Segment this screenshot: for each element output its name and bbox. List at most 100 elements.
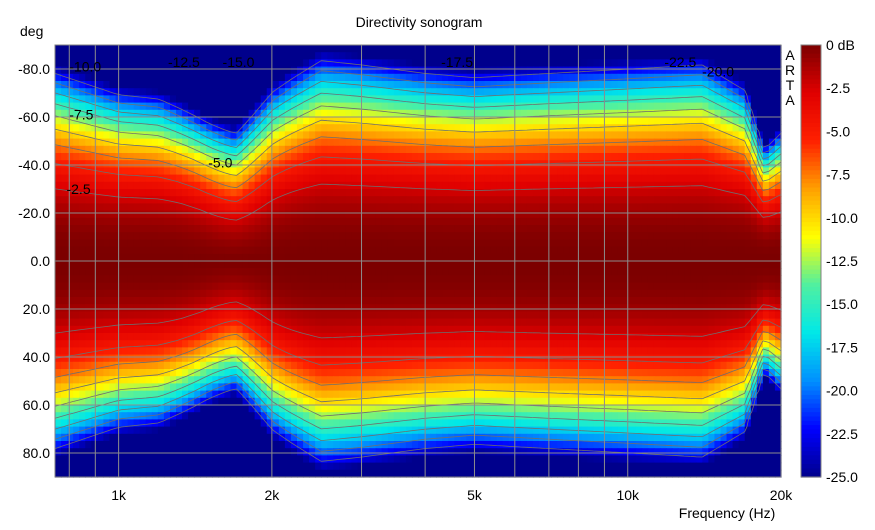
heatmap-cell xyxy=(67,246,74,255)
heatmap-cell xyxy=(514,131,522,140)
heatmap-cell xyxy=(768,153,776,161)
heatmap-cell xyxy=(381,59,389,68)
heatmap-cell xyxy=(139,95,147,104)
heatmap-cell xyxy=(756,66,764,75)
heatmap-cell xyxy=(684,59,691,68)
heatmap-cell xyxy=(254,95,262,104)
heatmap-cell xyxy=(587,239,595,248)
heatmap-cell xyxy=(254,268,262,276)
heatmap-cell xyxy=(454,167,461,176)
heatmap-cell xyxy=(514,268,522,276)
heatmap-cell xyxy=(684,311,691,320)
heatmap-cell xyxy=(97,297,104,305)
heatmap-cell xyxy=(91,203,98,212)
heatmap-cell xyxy=(266,246,274,255)
heatmap-cell xyxy=(163,109,171,118)
heatmap-cell xyxy=(230,181,238,190)
heatmap-cell xyxy=(714,131,722,140)
heatmap-cell xyxy=(284,160,292,168)
heatmap-cell xyxy=(514,88,522,96)
heatmap-cell xyxy=(502,145,510,154)
heatmap-cell xyxy=(188,304,195,312)
heatmap-cell xyxy=(290,174,298,183)
heatmap-cell xyxy=(145,138,153,147)
heatmap-cell xyxy=(79,246,86,255)
heatmap-cell xyxy=(309,239,316,248)
heatmap-cell xyxy=(357,232,365,240)
heatmap-cell xyxy=(539,131,546,140)
heatmap-cell xyxy=(430,81,437,89)
heatmap-cell xyxy=(290,102,298,111)
heatmap-cell xyxy=(490,239,498,248)
heatmap-cell xyxy=(424,73,431,82)
heatmap-cell xyxy=(569,261,576,269)
heatmap-cell xyxy=(708,124,716,132)
heatmap-cell xyxy=(418,196,425,204)
heatmap-cell xyxy=(502,239,510,248)
heatmap-cell xyxy=(333,217,340,226)
heatmap-cell xyxy=(212,102,219,111)
heatmap-cell xyxy=(750,282,758,291)
heatmap-cell xyxy=(272,81,280,89)
heatmap-cell xyxy=(194,232,201,240)
heatmap-cell xyxy=(133,145,141,154)
heatmap-cell xyxy=(762,203,770,212)
heatmap-cell xyxy=(242,52,250,60)
heatmap-cell xyxy=(774,253,782,262)
heatmap-cell xyxy=(357,268,365,276)
heatmap-cell xyxy=(236,333,244,341)
heatmap-cell xyxy=(79,117,86,125)
heatmap-cell xyxy=(454,73,461,82)
heatmap-cell xyxy=(236,275,244,284)
heatmap-cell xyxy=(672,174,679,183)
heatmap-cell xyxy=(593,124,601,132)
heatmap-cell xyxy=(484,145,492,154)
heatmap-cell xyxy=(635,145,643,154)
heatmap-cell xyxy=(393,311,401,320)
heatmap-cell xyxy=(532,124,540,132)
heatmap-cell xyxy=(611,66,619,75)
heatmap-cell xyxy=(726,66,734,75)
heatmap-cell xyxy=(145,66,153,75)
heatmap-cell xyxy=(514,311,522,320)
heatmap-cell xyxy=(369,289,377,298)
heatmap-cell xyxy=(248,217,256,226)
heatmap-cell xyxy=(696,88,703,96)
heatmap-cell xyxy=(672,160,679,168)
heatmap-cell xyxy=(744,232,752,240)
heatmap-cell xyxy=(454,59,461,68)
heatmap-cell xyxy=(672,289,679,298)
heatmap-cell xyxy=(532,239,540,248)
heatmap-cell xyxy=(635,66,643,75)
heatmap-cell xyxy=(448,59,455,68)
heatmap-cell xyxy=(381,203,389,212)
heatmap-cell xyxy=(169,196,177,204)
heatmap-cell xyxy=(629,45,637,53)
heatmap-cell xyxy=(696,66,703,75)
heatmap-cell xyxy=(696,81,703,89)
heatmap-cell xyxy=(774,232,782,240)
heatmap-cell xyxy=(133,225,141,233)
heatmap-cell xyxy=(696,95,703,104)
heatmap-cell xyxy=(587,275,595,284)
heatmap-cell xyxy=(309,318,316,327)
heatmap-cell xyxy=(145,232,153,240)
heatmap-cell xyxy=(393,145,401,154)
heatmap-cell xyxy=(206,340,213,348)
heatmap-cell xyxy=(581,217,588,226)
heatmap-cell xyxy=(756,232,764,240)
heatmap-cell xyxy=(605,189,613,197)
heatmap-cell xyxy=(411,297,419,305)
heatmap-cell xyxy=(97,66,104,75)
heatmap-cell xyxy=(460,174,467,183)
heatmap-cell xyxy=(617,311,625,320)
heatmap-cell xyxy=(127,340,135,348)
heatmap-cell xyxy=(418,225,425,233)
heatmap-cell xyxy=(260,73,268,82)
heatmap-cell xyxy=(714,275,722,284)
heatmap-cell xyxy=(593,95,601,104)
heatmap-cell xyxy=(61,239,68,248)
heatmap-cell xyxy=(91,297,98,305)
heatmap-cell xyxy=(315,311,322,320)
heatmap-cell xyxy=(236,246,244,255)
